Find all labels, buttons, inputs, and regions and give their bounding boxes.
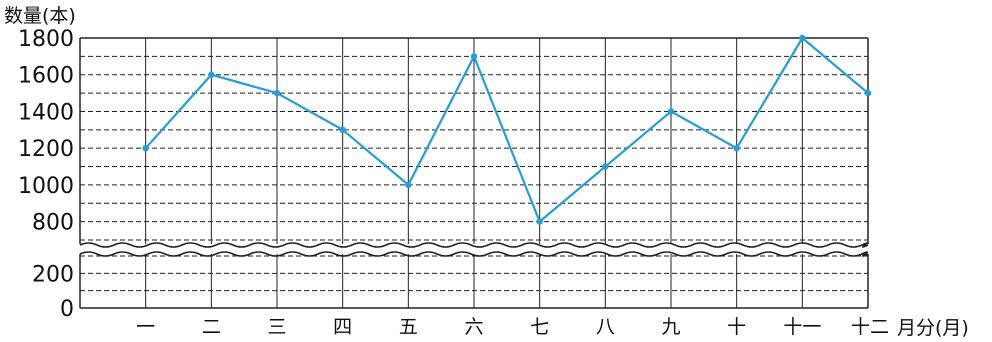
- data-point: [536, 218, 543, 225]
- x-tick-label: 六: [464, 316, 483, 338]
- y-tick-label: 1400: [18, 100, 74, 125]
- y-tick-label: 200: [32, 262, 74, 287]
- x-tick-label: 九: [661, 316, 680, 338]
- x-tick-label: 七: [530, 316, 549, 338]
- x-tick-label: 十一: [783, 316, 821, 338]
- y-tick-labels: 800 1000 1200 1400 1600 1800 0 200: [18, 27, 74, 322]
- data-line: [144, 36, 869, 223]
- x-tick-label: 八: [596, 316, 615, 338]
- data-point: [405, 181, 412, 189]
- y-tick-label: 1000: [18, 174, 74, 199]
- y-axis-label: 数量(本): [4, 5, 76, 27]
- data-point: [208, 71, 215, 78]
- data-point: [799, 34, 806, 42]
- x-tick-label: 十: [727, 316, 746, 338]
- data-point: [733, 144, 740, 152]
- data-point: [339, 126, 346, 134]
- x-tick-label: 二: [202, 316, 221, 338]
- break-wave-bottom: [79, 251, 869, 257]
- data-point: [142, 144, 149, 152]
- axis-break: [77, 242, 871, 257]
- grid: [80, 38, 868, 308]
- x-axis-label: 月分(月): [897, 317, 969, 339]
- y-tick-label: 1800: [18, 27, 74, 52]
- break-wave-top: [79, 242, 869, 248]
- y-tick-label: 1600: [18, 64, 74, 89]
- x-tick-label: 三: [267, 316, 286, 338]
- x-tick-label: 五: [399, 316, 418, 338]
- plot-frame: [79, 37, 869, 309]
- y-tick-label: 0: [60, 297, 74, 322]
- x-tick-label: 十二: [851, 316, 889, 338]
- x-tick-labels: 一 二 三 四 五 六 七 八 九 十 十一 十二: [136, 316, 889, 338]
- x-tick-label: 一: [136, 316, 155, 338]
- y-tick-label: 800: [32, 211, 74, 236]
- data-point: [667, 108, 675, 115]
- break-gap: [77, 244, 871, 254]
- data-point: [602, 163, 609, 170]
- x-tick-label: 四: [333, 316, 352, 338]
- y-tick-label: 1200: [18, 137, 74, 162]
- data-point: [470, 53, 478, 60]
- data-point: [864, 89, 872, 97]
- series-monthly-quantity: [142, 34, 872, 225]
- data-point: [273, 89, 281, 97]
